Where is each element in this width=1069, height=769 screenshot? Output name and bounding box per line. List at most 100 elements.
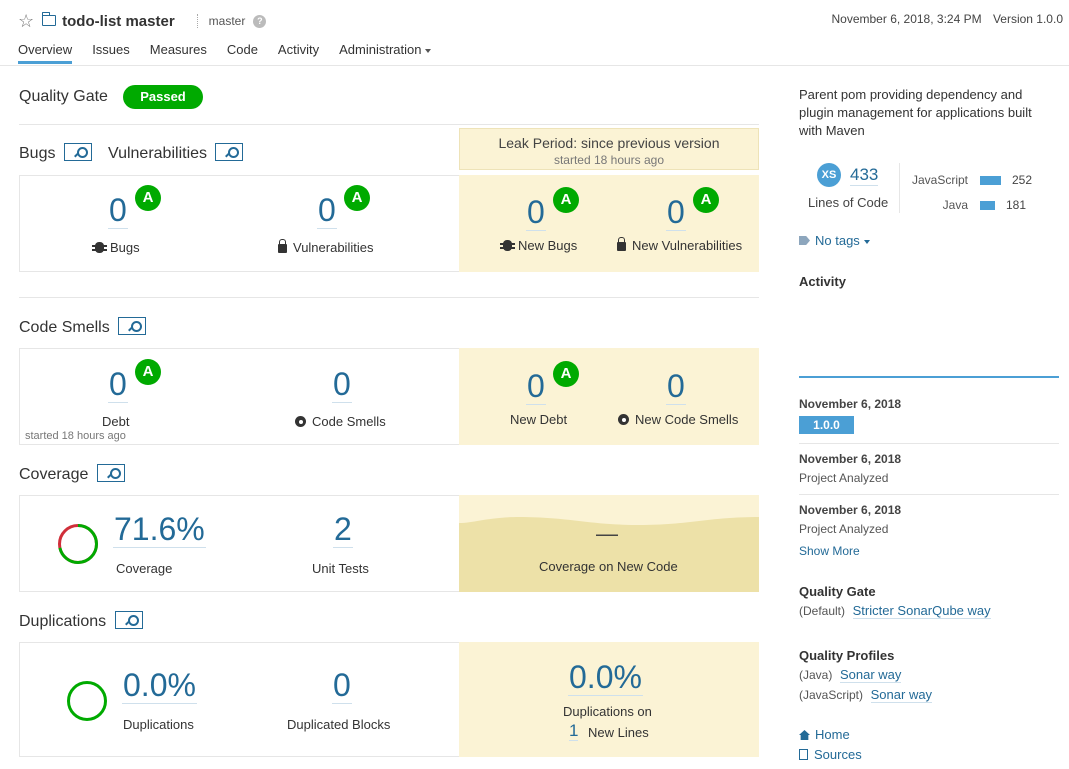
new-debt-value[interactable]: 0 bbox=[526, 368, 546, 405]
coverage-drilldown-icon[interactable] bbox=[96, 464, 125, 482]
coverage-new-code-value: — bbox=[596, 521, 618, 546]
new-debt-label: New Debt bbox=[510, 412, 568, 427]
new-vulnerabilities-value[interactable]: 0 bbox=[666, 194, 686, 231]
project-header: ☆ todo-list master master ? November 6, … bbox=[0, 0, 1069, 66]
sources-link[interactable]: Sources bbox=[799, 747, 862, 762]
profile-language: (Java) bbox=[799, 668, 833, 682]
new-duplications-label-line2: New Lines bbox=[588, 725, 649, 740]
bugs-drilldown-icon[interactable] bbox=[63, 143, 92, 161]
document-icon bbox=[799, 749, 808, 760]
duplicated-blocks-label: Duplicated Blocks bbox=[287, 717, 391, 732]
coverage-section-title: Coverage bbox=[19, 464, 125, 484]
tab-administration[interactable]: Administration bbox=[339, 42, 432, 64]
activity-graph-line bbox=[799, 376, 1059, 378]
duplications-value[interactable]: 0.0% bbox=[122, 667, 197, 704]
divider bbox=[19, 124, 759, 125]
vulnerabilities-label-text: Vulnerabilities bbox=[293, 240, 374, 255]
divider bbox=[19, 297, 759, 298]
analysis-meta: November 6, 2018, 3:24 PM Version 1.0.0 bbox=[832, 12, 1064, 26]
event-date: November 6, 2018 bbox=[799, 503, 902, 517]
new-vulnerabilities-label: New Vulnerabilities bbox=[617, 237, 743, 253]
duplications-label: Duplications bbox=[123, 717, 194, 732]
vulnerabilities-value[interactable]: 0 bbox=[317, 192, 337, 229]
radiation-icon bbox=[295, 416, 306, 427]
coverage-title: Coverage bbox=[19, 466, 89, 483]
event-date: November 6, 2018 bbox=[799, 397, 902, 411]
profile-link[interactable]: Sonar way bbox=[839, 667, 902, 683]
project-name[interactable]: todo-list master bbox=[62, 12, 175, 30]
vulnerabilities-drilldown-icon[interactable] bbox=[215, 143, 244, 161]
bugs-rating[interactable]: A bbox=[135, 185, 161, 211]
favorite-star-icon[interactable]: ☆ bbox=[18, 11, 35, 31]
lines-of-code-label: Lines of Code bbox=[808, 195, 889, 210]
bugs-value[interactable]: 0 bbox=[108, 192, 128, 229]
code-smells-leak-area bbox=[459, 348, 759, 445]
new-duplications-value[interactable]: 0.0% bbox=[568, 659, 643, 696]
quality-profile-row: (Java) Sonar way bbox=[799, 667, 902, 683]
coverage-leak-wave bbox=[459, 495, 759, 525]
chevron-down-icon bbox=[863, 239, 870, 244]
project-size-badge: XS bbox=[817, 163, 841, 187]
vulnerabilities-rating[interactable]: A bbox=[344, 185, 370, 211]
new-code-smells-value[interactable]: 0 bbox=[666, 368, 686, 405]
branch-name[interactable]: master bbox=[208, 14, 246, 28]
quality-gate-status-badge: Passed bbox=[123, 85, 203, 109]
leak-period-header: Leak Period: since previous version star… bbox=[459, 128, 759, 170]
code-smells-drilldown-icon[interactable] bbox=[118, 317, 147, 335]
tab-measures[interactable]: Measures bbox=[149, 42, 207, 57]
duplicated-blocks-value[interactable]: 0 bbox=[332, 667, 352, 704]
tab-administration-label: Administration bbox=[339, 42, 422, 57]
unit-tests-value[interactable]: 2 bbox=[333, 511, 353, 548]
language-bar-javascript bbox=[980, 176, 1001, 185]
coverage-new-code-label: Coverage on New Code bbox=[539, 559, 678, 574]
coverage-value[interactable]: 71.6% bbox=[113, 511, 206, 548]
tab-activity[interactable]: Activity bbox=[277, 42, 320, 57]
tags-label: No tags bbox=[815, 233, 860, 248]
project-folder-icon bbox=[41, 11, 57, 26]
language-bar-java bbox=[980, 201, 995, 210]
event-date: November 6, 2018 bbox=[799, 452, 902, 466]
duplications-title: Duplications bbox=[19, 613, 107, 630]
code-smells-value[interactable]: 0 bbox=[332, 366, 352, 403]
project-version: Version 1.0.0 bbox=[992, 12, 1063, 26]
home-icon bbox=[799, 730, 810, 740]
new-code-smells-label-text: New Code Smells bbox=[635, 412, 739, 427]
bug-icon bbox=[500, 240, 515, 251]
tab-issues[interactable]: Issues bbox=[92, 42, 130, 57]
coverage-label: Coverage bbox=[116, 561, 173, 576]
divider bbox=[799, 443, 1059, 444]
debt-label: Debt bbox=[102, 414, 130, 429]
tag-icon bbox=[799, 236, 810, 245]
duplications-drilldown-icon[interactable] bbox=[114, 611, 143, 629]
home-link[interactable]: Home bbox=[799, 727, 850, 742]
duplications-section-title: Duplications bbox=[19, 611, 143, 631]
debt-value[interactable]: 0 bbox=[108, 366, 128, 403]
lines-of-code-value[interactable]: 433 bbox=[850, 165, 879, 186]
code-smells-label-text: Code Smells bbox=[312, 414, 386, 429]
show-more-link[interactable]: Show More bbox=[799, 544, 860, 558]
language-loc-javascript: 252 bbox=[1012, 173, 1033, 187]
project-title-row: ☆ todo-list master master ? bbox=[18, 10, 267, 32]
vulnerabilities-title: Vulnerabilities bbox=[108, 145, 208, 162]
debt-rating[interactable]: A bbox=[135, 359, 161, 385]
new-vulnerabilities-label-text: New Vulnerabilities bbox=[632, 238, 743, 253]
new-bugs-rating[interactable]: A bbox=[553, 187, 579, 213]
new-lines-value[interactable]: 1 bbox=[569, 721, 579, 741]
new-debt-rating[interactable]: A bbox=[553, 361, 579, 387]
tags-selector[interactable]: No tags bbox=[799, 233, 870, 248]
code-smells-section-title: Code Smells bbox=[19, 317, 147, 337]
project-nav: Overview Issues Measures Code Activity A… bbox=[18, 42, 451, 64]
new-vulnerabilities-rating[interactable]: A bbox=[693, 187, 719, 213]
duplications-leak-area bbox=[459, 642, 759, 757]
new-bugs-label-text: New Bugs bbox=[518, 238, 578, 253]
branch-help-icon[interactable]: ? bbox=[253, 14, 267, 28]
profile-language: (JavaScript) bbox=[799, 688, 864, 702]
bug-icon bbox=[92, 242, 107, 253]
tab-code[interactable]: Code bbox=[226, 42, 258, 57]
profile-link[interactable]: Sonar way bbox=[870, 687, 933, 703]
tab-overview[interactable]: Overview bbox=[18, 42, 73, 64]
radiation-icon bbox=[618, 414, 629, 425]
new-bugs-value[interactable]: 0 bbox=[526, 194, 546, 231]
quality-gate-link[interactable]: Stricter SonarQube way bbox=[852, 603, 991, 619]
home-link-label: Home bbox=[815, 727, 850, 742]
